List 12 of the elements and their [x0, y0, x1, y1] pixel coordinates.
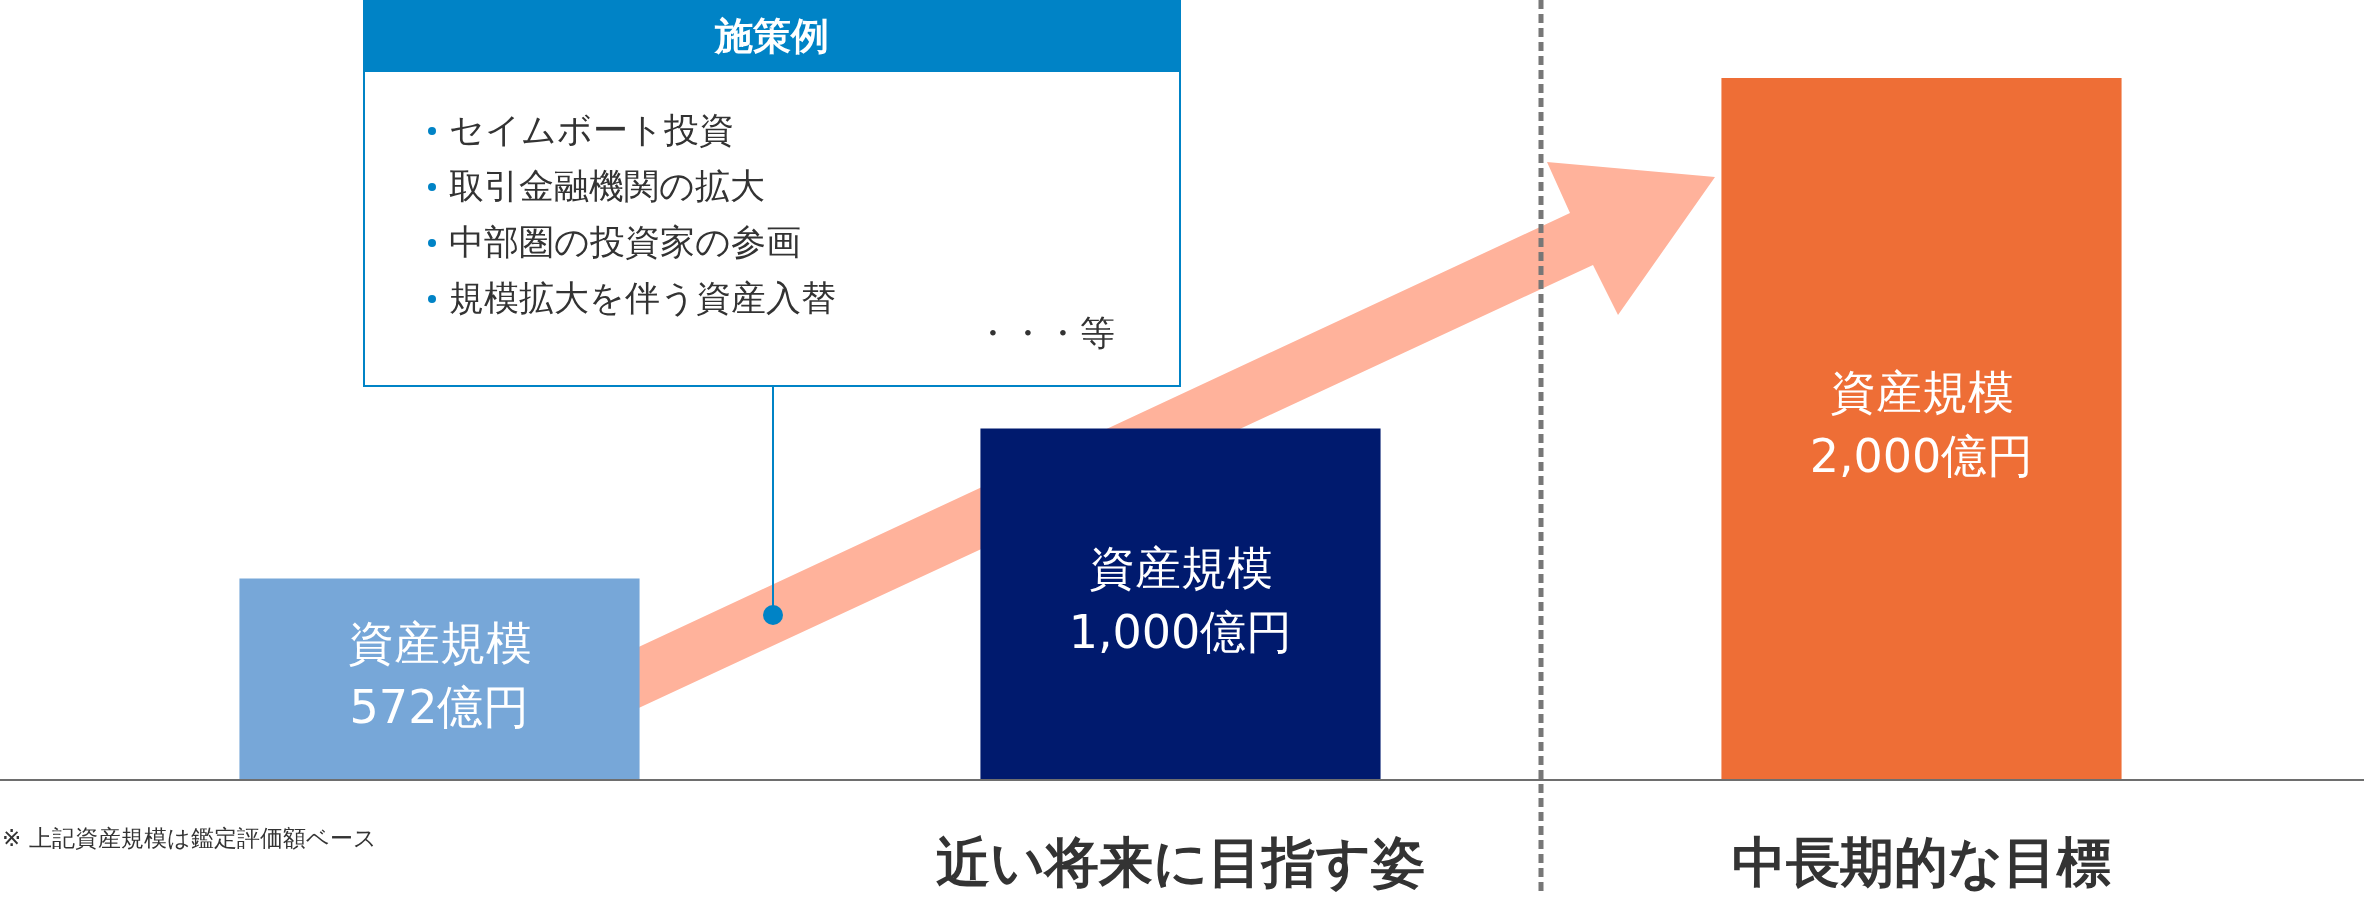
x-tick-label: 近い将来に目指す姿: [936, 831, 1425, 895]
annotation: 規模拡大を伴う資産入替: [449, 278, 836, 318]
x-tick-label: 中長期的な目標: [1732, 831, 2111, 895]
data-label: 資産規模 2,000億円: [1809, 365, 2034, 484]
text: 施策例: [715, 14, 829, 58]
data-label: 資産規模 572億円: [347, 615, 532, 734]
data-label: 資産規模 1,000億円: [1068, 540, 1293, 659]
text: ※ 上記資産規模は鑑定評価額ベース: [2, 825, 377, 851]
annotation: ・・・等: [975, 313, 1115, 353]
annotation: 取引金融機関の拡大: [449, 166, 765, 206]
annotation: セイムボート投資: [449, 110, 734, 150]
annotation: 中部圏の投資家の参画: [449, 222, 801, 262]
